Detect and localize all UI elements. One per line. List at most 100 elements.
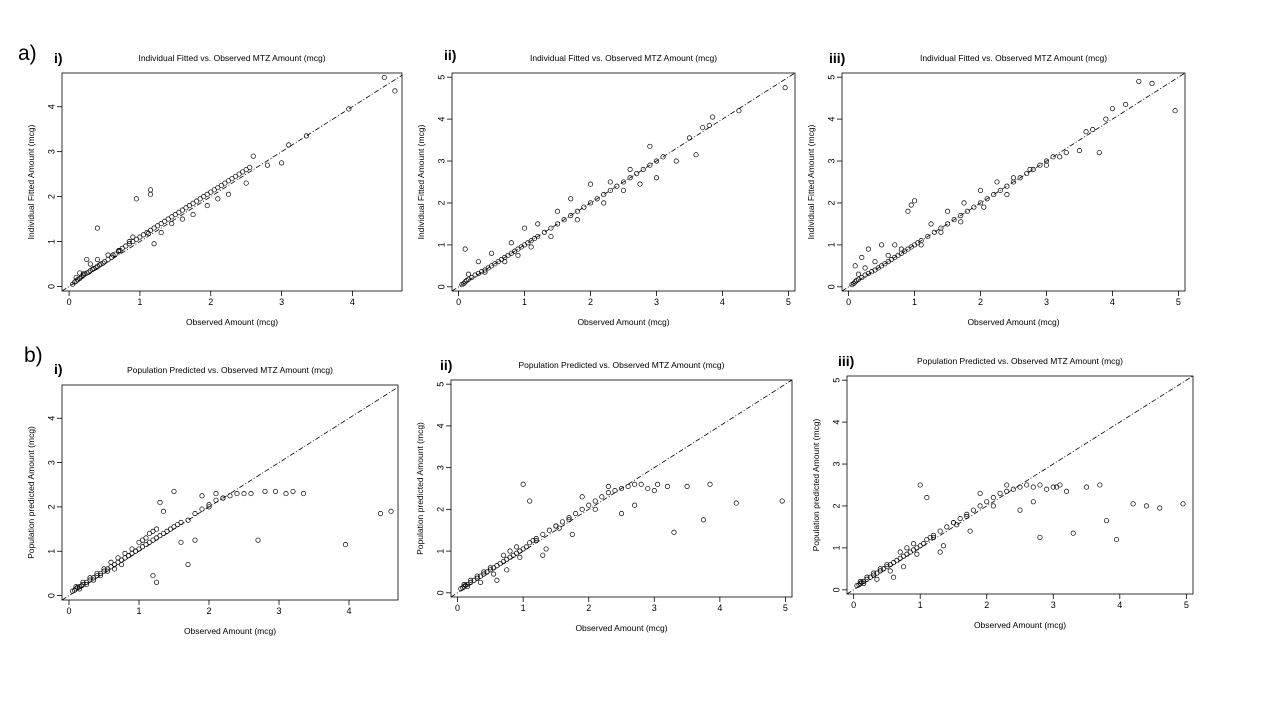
data-point [700,124,706,131]
data-point [655,481,661,487]
data-point [556,525,562,531]
x-tick-label: 0 [851,600,856,610]
data-point [1010,486,1016,492]
y-tick-label: 4 [46,104,56,109]
chart-title: Population Predicted vs. Observed MTZ Am… [127,365,333,375]
data-point [782,85,788,91]
data-point [1024,482,1030,488]
y-tick-label: 4 [46,416,56,421]
data-point [632,481,638,487]
data-point [199,506,205,512]
data-point [507,548,513,554]
data-point [464,584,470,590]
data-point [491,571,497,577]
data-point [272,488,279,494]
data-point [651,488,657,494]
y-tick-label: 2 [436,200,446,205]
data-point [481,569,487,575]
data-point [981,204,987,210]
data-point [489,250,495,256]
data-point [1050,484,1056,490]
data-point [240,169,246,175]
data-point [105,252,111,258]
data-point [736,108,742,114]
data-point [225,191,232,197]
y-axis-label: Population predicted Amount (mcg) [415,422,425,555]
data-point [1037,534,1043,540]
data-point [540,531,546,537]
data-point [300,491,307,497]
plot-frame [61,72,403,292]
data-point [222,180,228,186]
data-point [1017,175,1023,181]
data-point [172,212,178,218]
data-point [160,508,167,514]
data-point [132,548,139,554]
y-axis-label: Individual Fitted Amount (mcg) [806,124,816,239]
data-point [1027,166,1033,172]
data-point [645,485,651,492]
data-point [592,506,598,512]
data-point [944,208,951,214]
data-point [158,230,164,236]
data-point [887,568,893,574]
data-point [587,181,594,187]
y-tick-label: 2 [826,200,836,205]
data-point [964,513,970,519]
x-axis-label: Observed Amount (mcg) [577,317,669,327]
data-point [514,544,520,550]
y-tick-label: 1 [435,549,445,554]
data-point [920,541,927,547]
data-point [508,240,514,246]
data-point [1050,154,1056,160]
data-point [917,482,923,488]
data-point [116,247,122,254]
data-point [851,280,857,287]
data-point [264,162,270,168]
data-point [601,192,607,198]
data-point [905,208,911,214]
data-point [912,198,918,204]
data-point [232,173,239,179]
data-point [80,271,86,277]
data-point [861,580,867,587]
data-point [520,481,526,487]
x-tick-label: 4 [717,603,722,613]
data-point [94,256,100,263]
y-tick-label: 5 [436,75,446,80]
data-point [885,252,891,258]
data-point [392,88,398,94]
data-point [612,488,618,494]
panel-label-b-i: i) [54,361,63,377]
data-point [468,577,474,583]
data-point [1083,129,1089,135]
data-point [653,158,660,164]
data-point [143,542,149,548]
data-point [877,566,883,572]
data-point [243,167,249,173]
data-point [147,191,154,197]
data-point [388,508,394,514]
data-point [601,200,607,206]
data-point [211,187,217,193]
data-point [461,280,467,287]
x-tick-label: 5 [786,297,791,307]
data-point [958,219,964,225]
x-tick-label: 0 [67,297,72,307]
data-point [213,491,219,497]
data-point [733,500,739,506]
data-point [137,234,143,240]
data-point [1172,108,1178,114]
data-point [856,582,862,588]
data-point [931,229,937,235]
data-point [76,586,83,592]
data-point [579,506,585,512]
y-tick-label: 5 [831,378,841,383]
data-point [864,574,870,580]
data-point [1004,488,1010,494]
data-point [958,212,964,219]
y-tick-label: 4 [436,117,446,122]
data-point [86,269,92,275]
data-point [146,539,153,545]
data-point [1030,166,1036,172]
